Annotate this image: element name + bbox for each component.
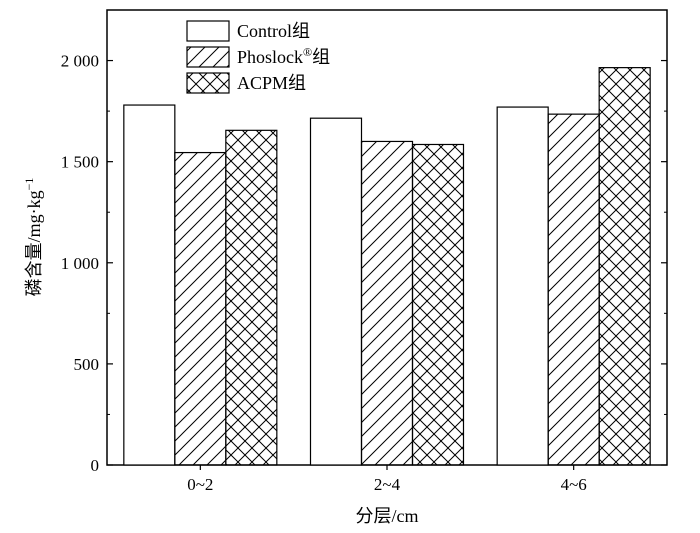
y-tick-label: 2 000 [61,52,99,71]
y-axis-ticks: 0 500 1 000 1 500 2 000 [61,52,667,475]
legend-label-3: ACPM组 [237,73,306,93]
bar-2-3 [547,113,600,466]
x-tick-label: 0~2 [187,475,213,494]
legend-swatch-1 [186,20,230,42]
y-tick-label: 500 [74,355,100,374]
x-tick-label: 2~4 [374,475,401,494]
y-axis-title-superscript: −1 [22,178,36,191]
x-tick-label: 4~6 [561,475,587,494]
bar-3-2 [411,143,465,466]
bar-1-1 [123,104,176,466]
y-tick-label: 0 [91,456,100,475]
bar-2-2 [360,140,414,466]
bar-3-1 [225,129,278,466]
bar-2-1 [174,151,227,466]
bar-1-3 [496,106,549,466]
bar-1-2 [309,117,363,466]
x-axis-ticks: 0~2 2~4 4~6 [187,465,587,494]
bar-3-3 [598,67,651,466]
legend-swatch-3 [186,72,230,94]
y-axis-title-main: 磷含量/mg·kg [24,190,44,296]
y-tick-label: 1 000 [61,254,99,273]
y-tick-label: 1 500 [61,153,99,172]
legend-label-1: Control组 [237,21,310,41]
x-axis-title: 分层/cm [356,506,419,526]
bars-group [123,67,651,466]
legend: Control组 Phoslock®组 ACPM组 [186,20,330,94]
y-axis-title: 磷含量/mg·kg−1 [22,178,44,297]
legend-swatch-2 [186,46,230,68]
legend-label-2: Phoslock®组 [237,45,330,67]
